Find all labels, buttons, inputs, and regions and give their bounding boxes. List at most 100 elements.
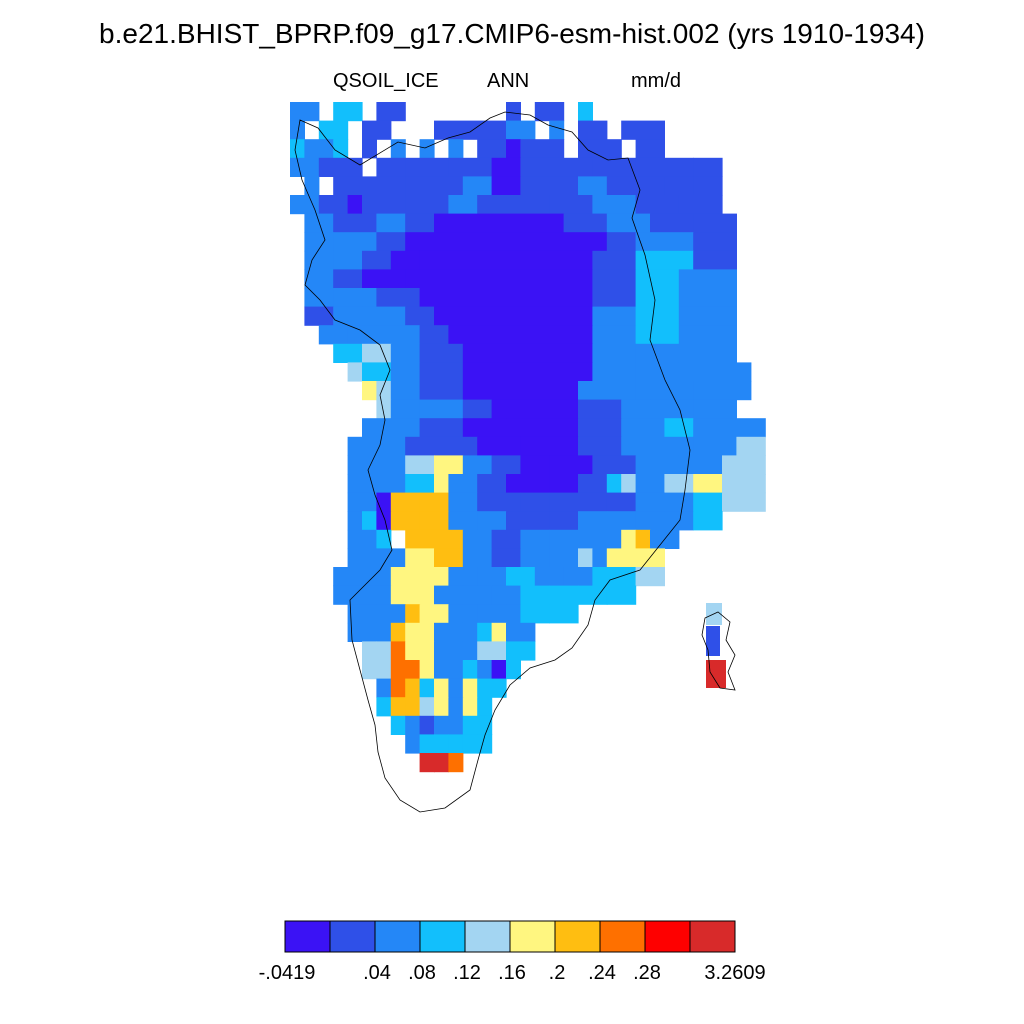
colorbar-label: .24 bbox=[588, 962, 616, 984]
grid-cell bbox=[333, 102, 363, 122]
grid-cell bbox=[318, 325, 349, 345]
grid-cell bbox=[462, 660, 478, 680]
grid-cell bbox=[405, 232, 608, 252]
grid-cell bbox=[549, 604, 579, 624]
grid-cell bbox=[290, 157, 320, 177]
grid-cell bbox=[477, 697, 493, 717]
data-field bbox=[290, 102, 766, 773]
grid-cell bbox=[578, 548, 593, 568]
grid-cell bbox=[405, 660, 421, 680]
grid-cell bbox=[506, 641, 536, 661]
grid-cell bbox=[520, 529, 550, 549]
grid-cell bbox=[635, 474, 665, 494]
grid-cell bbox=[405, 269, 593, 289]
grid-cell bbox=[506, 511, 550, 531]
grid-cell bbox=[448, 753, 464, 773]
grid-cell bbox=[606, 548, 637, 568]
colorbar-box bbox=[374, 920, 421, 953]
grid-cell bbox=[592, 567, 637, 587]
grid-cell bbox=[534, 102, 565, 122]
grid-cell bbox=[419, 250, 593, 270]
grid-cell bbox=[635, 567, 665, 587]
grid-cell bbox=[419, 511, 449, 531]
grid-cell bbox=[635, 139, 665, 159]
grid-cell bbox=[678, 288, 737, 308]
grid-cell bbox=[434, 622, 464, 642]
grid-cell bbox=[592, 455, 637, 475]
grid-cell bbox=[419, 325, 449, 345]
grid-cell bbox=[347, 325, 377, 345]
grid-cell bbox=[722, 492, 766, 512]
grid-cell bbox=[376, 697, 392, 717]
grid-cell bbox=[290, 120, 305, 140]
grid-cell bbox=[693, 250, 737, 270]
grid-cell bbox=[621, 418, 665, 438]
grid-cell bbox=[635, 157, 694, 177]
grid-cell bbox=[434, 436, 478, 456]
grid-cell bbox=[419, 697, 435, 717]
grid-cell bbox=[362, 250, 392, 270]
grid-cell bbox=[491, 660, 507, 680]
grid-cell bbox=[635, 269, 680, 289]
grid-cell bbox=[693, 157, 723, 177]
grid-cell bbox=[578, 139, 622, 159]
grid-cell bbox=[477, 492, 521, 512]
grid-cell bbox=[477, 641, 507, 661]
grid-cell bbox=[635, 492, 665, 512]
season-label: ANN bbox=[487, 70, 530, 92]
grid-cell bbox=[390, 641, 406, 661]
grid-cell bbox=[304, 232, 334, 252]
grid-cell bbox=[722, 455, 766, 475]
grid-cell bbox=[477, 567, 507, 587]
grid-cell bbox=[592, 157, 637, 177]
grid-cell bbox=[362, 381, 377, 401]
grid-cell bbox=[333, 250, 363, 270]
colorbar-box bbox=[284, 920, 331, 953]
grid-cell bbox=[362, 511, 377, 531]
grid-cell bbox=[592, 269, 637, 289]
grid-cell bbox=[405, 455, 435, 475]
grid-cell bbox=[736, 418, 766, 438]
grid-cell bbox=[506, 474, 550, 494]
grid-cell bbox=[664, 474, 694, 494]
grid-cell bbox=[362, 195, 406, 215]
grid-cell bbox=[491, 455, 521, 475]
grid-cell bbox=[390, 622, 406, 642]
grid-cell bbox=[405, 585, 435, 605]
grid-cell bbox=[706, 660, 726, 688]
grid-cell bbox=[520, 585, 550, 605]
grid-cell bbox=[419, 660, 435, 680]
grid-cell bbox=[462, 697, 478, 717]
colorbar-label: .28 bbox=[633, 962, 661, 984]
grid-cell bbox=[347, 195, 363, 215]
grid-cell bbox=[678, 195, 723, 215]
grid-cell bbox=[506, 120, 536, 140]
colorbar-box bbox=[464, 920, 511, 953]
grid-cell bbox=[333, 213, 377, 233]
grid-cell bbox=[390, 678, 406, 698]
grid-cell bbox=[506, 567, 536, 587]
grid-cell bbox=[635, 381, 694, 401]
grid-cell bbox=[290, 102, 320, 122]
grid-cell bbox=[333, 585, 363, 605]
grid-cell bbox=[462, 622, 478, 642]
grid-cell bbox=[419, 604, 449, 624]
grid-cell bbox=[506, 102, 521, 122]
grid-cell bbox=[419, 139, 435, 159]
grid-cell bbox=[333, 567, 363, 587]
grid-cell bbox=[693, 474, 723, 494]
grid-cell bbox=[318, 157, 363, 177]
grid-cell bbox=[376, 641, 392, 661]
grid-cell bbox=[549, 455, 593, 475]
grid-cell bbox=[419, 288, 593, 308]
grid-cell bbox=[520, 139, 565, 159]
colorbar-box bbox=[554, 920, 601, 953]
grid-cell bbox=[549, 529, 579, 549]
colorbar-label: .16 bbox=[498, 962, 526, 984]
grid-cell bbox=[477, 511, 507, 531]
grid-cell bbox=[491, 585, 521, 605]
grid-cell bbox=[635, 195, 680, 215]
grid-cell bbox=[578, 511, 608, 531]
grid-cell bbox=[477, 678, 507, 698]
grid-cell bbox=[347, 436, 377, 456]
